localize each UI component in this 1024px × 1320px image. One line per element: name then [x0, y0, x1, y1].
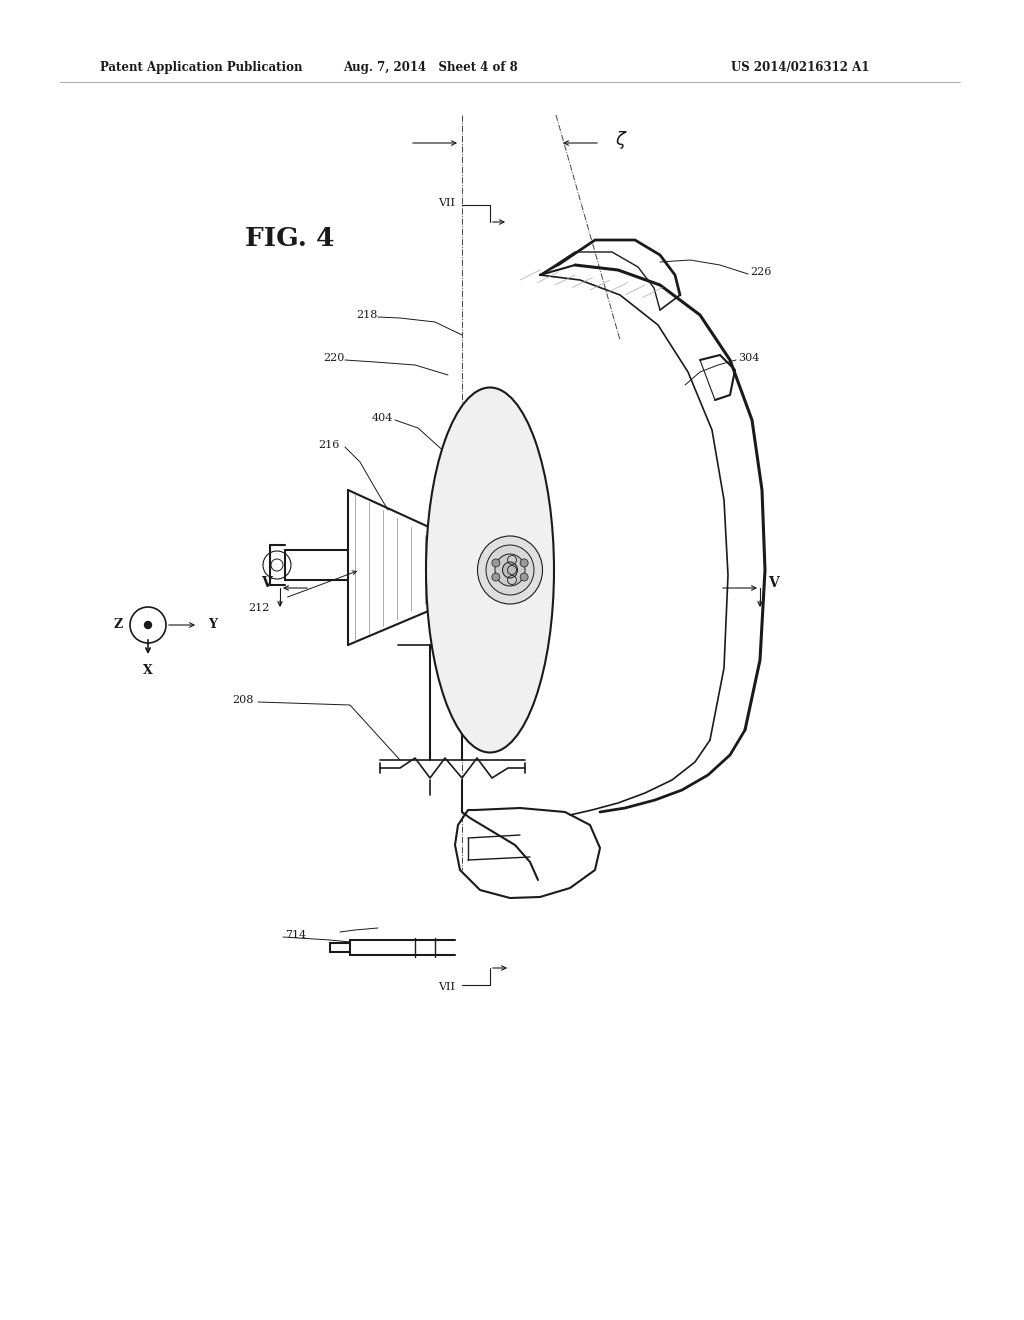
- Ellipse shape: [426, 388, 554, 752]
- Text: X: X: [143, 664, 153, 677]
- Text: 208: 208: [232, 696, 253, 705]
- Ellipse shape: [486, 545, 534, 595]
- Text: 714: 714: [285, 931, 306, 940]
- Text: 304: 304: [738, 352, 760, 363]
- Text: 404: 404: [372, 413, 393, 422]
- Ellipse shape: [477, 536, 543, 605]
- Text: Aug. 7, 2014   Sheet 4 of 8: Aug. 7, 2014 Sheet 4 of 8: [343, 62, 517, 74]
- Text: FIG. 4: FIG. 4: [245, 226, 335, 251]
- Ellipse shape: [503, 562, 517, 578]
- Text: 216: 216: [318, 440, 339, 450]
- Text: V: V: [261, 576, 272, 590]
- Text: VII: VII: [438, 982, 455, 993]
- Text: $\zeta$: $\zeta$: [615, 129, 628, 150]
- Text: 212: 212: [248, 603, 269, 612]
- Circle shape: [520, 573, 528, 581]
- Circle shape: [492, 558, 500, 566]
- Text: 218: 218: [356, 310, 378, 319]
- Text: 220: 220: [324, 352, 345, 363]
- Circle shape: [144, 622, 152, 628]
- Text: V: V: [768, 576, 778, 590]
- Text: Patent Application Publication: Patent Application Publication: [100, 62, 302, 74]
- Text: US 2014/0216312 A1: US 2014/0216312 A1: [731, 62, 869, 74]
- Text: Z: Z: [114, 619, 123, 631]
- Text: Y: Y: [208, 619, 217, 631]
- Ellipse shape: [495, 554, 525, 586]
- Text: 226: 226: [750, 267, 771, 277]
- Circle shape: [520, 558, 528, 566]
- Text: VII: VII: [438, 198, 455, 209]
- Circle shape: [492, 573, 500, 581]
